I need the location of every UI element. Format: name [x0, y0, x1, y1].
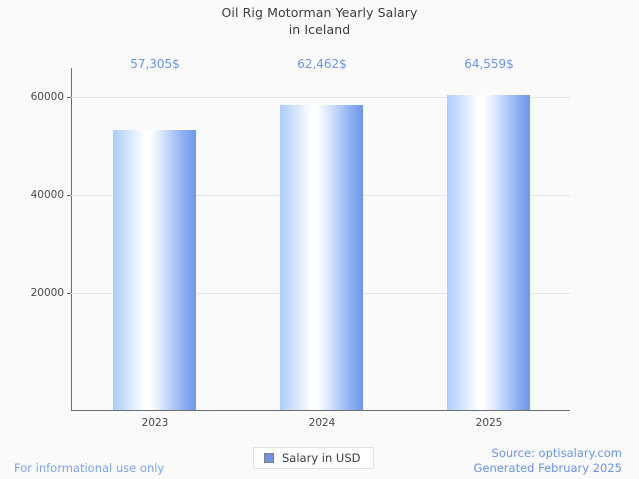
plot-area — [67, 68, 570, 410]
x-axis-line — [71, 410, 570, 411]
source-text: Source: optisalary.com — [491, 446, 622, 460]
y-axis-tick-label-20000: 20000 — [30, 287, 64, 299]
disclaimer-text: For informational use only — [14, 461, 165, 475]
generated-date-text: Generated February 2025 — [473, 461, 622, 475]
gridline-60000 — [71, 97, 570, 98]
y-tick-mark-60000 — [67, 97, 71, 98]
chart-title-line-1: Oil Rig Motorman Yearly Salary — [221, 5, 418, 20]
x-axis-tick-label-2024: 2024 — [308, 417, 336, 429]
bar-value-label-2023: 57,305$ — [130, 57, 180, 71]
y-axis-tick-label-40000: 40000 — [30, 189, 64, 201]
x-axis-tick-label-2023: 2023 — [141, 417, 169, 429]
bar-2023[interactable] — [113, 130, 196, 410]
bar-value-label-2024: 62,462$ — [297, 57, 347, 71]
legend-item-label: Salary in USD — [282, 451, 361, 465]
y-tick-mark-40000 — [67, 195, 71, 196]
chart-legend[interactable]: Salary in USD — [253, 447, 374, 469]
y-tick-mark-20000 — [67, 293, 71, 294]
bar-2024[interactable] — [280, 105, 363, 410]
chart-title: Oil Rig Motorman Yearly Salary in Icelan… — [0, 4, 639, 38]
source-attribution: Source: optisalary.com Generated Februar… — [473, 446, 622, 476]
chart-title-line-2: in Iceland — [288, 22, 351, 37]
legend-swatch-icon — [264, 453, 274, 463]
bar-2025[interactable] — [447, 95, 530, 410]
x-axis-tick-label-2025: 2025 — [475, 417, 503, 429]
y-axis-tick-label-60000: 60000 — [30, 91, 64, 103]
bar-value-label-2025: 64,559$ — [464, 57, 514, 71]
y-axis-line — [71, 68, 72, 411]
